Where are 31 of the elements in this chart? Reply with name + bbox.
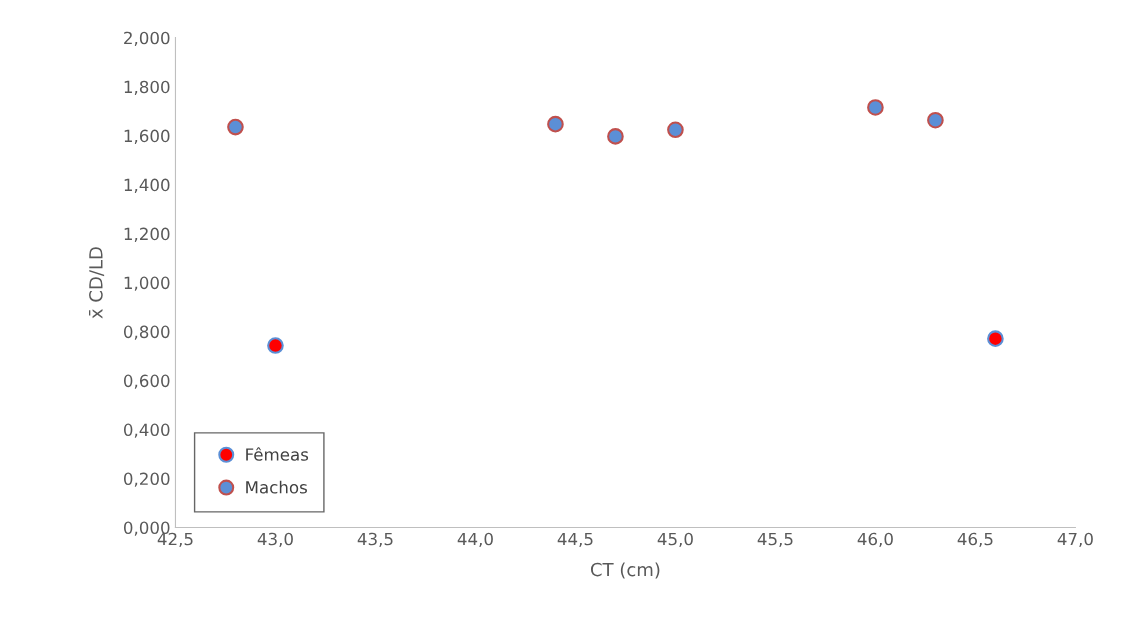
point xyxy=(227,118,244,136)
point xyxy=(867,99,884,116)
legend-label: Machos xyxy=(246,480,307,494)
x-tick-label: 44,0 xyxy=(457,532,493,547)
point xyxy=(927,111,944,129)
y-tick-label: 1,600 xyxy=(124,129,170,144)
x-tick-label: 43,5 xyxy=(357,532,393,547)
y-tick-label: 0,600 xyxy=(123,374,170,389)
x-tick-label: 47,0 xyxy=(1057,532,1093,547)
y-tick-label: 1,200 xyxy=(124,227,170,242)
x-axis-title: CT (cm) xyxy=(590,562,660,579)
x-tick-label: 43,0 xyxy=(257,532,293,547)
point xyxy=(667,121,684,139)
x-tick-label: 46,0 xyxy=(857,532,893,547)
point xyxy=(267,337,284,354)
y-tick-label: 1,400 xyxy=(124,178,170,193)
y-axis-title: x̄ CD/LD xyxy=(89,247,105,319)
point xyxy=(607,128,624,145)
x-tick-label: 46,5 xyxy=(957,532,993,547)
y-tick-label: 1,000 xyxy=(124,276,170,291)
point xyxy=(987,330,1004,348)
point xyxy=(547,115,564,133)
y-tick-label: 0,800 xyxy=(123,325,170,340)
legend-label: Fêmeas xyxy=(246,447,309,461)
y-tick-label: 2,000 xyxy=(124,31,170,46)
x-tick-label: 44,5 xyxy=(557,532,593,547)
x-tick-label: 45,5 xyxy=(757,532,793,547)
y-tick-label: 0,200 xyxy=(123,472,170,487)
y-tick-label: 0,400 xyxy=(123,423,170,438)
y-tick-label: 1,800 xyxy=(124,80,170,95)
x-tick-label: 45,0 xyxy=(657,532,693,547)
